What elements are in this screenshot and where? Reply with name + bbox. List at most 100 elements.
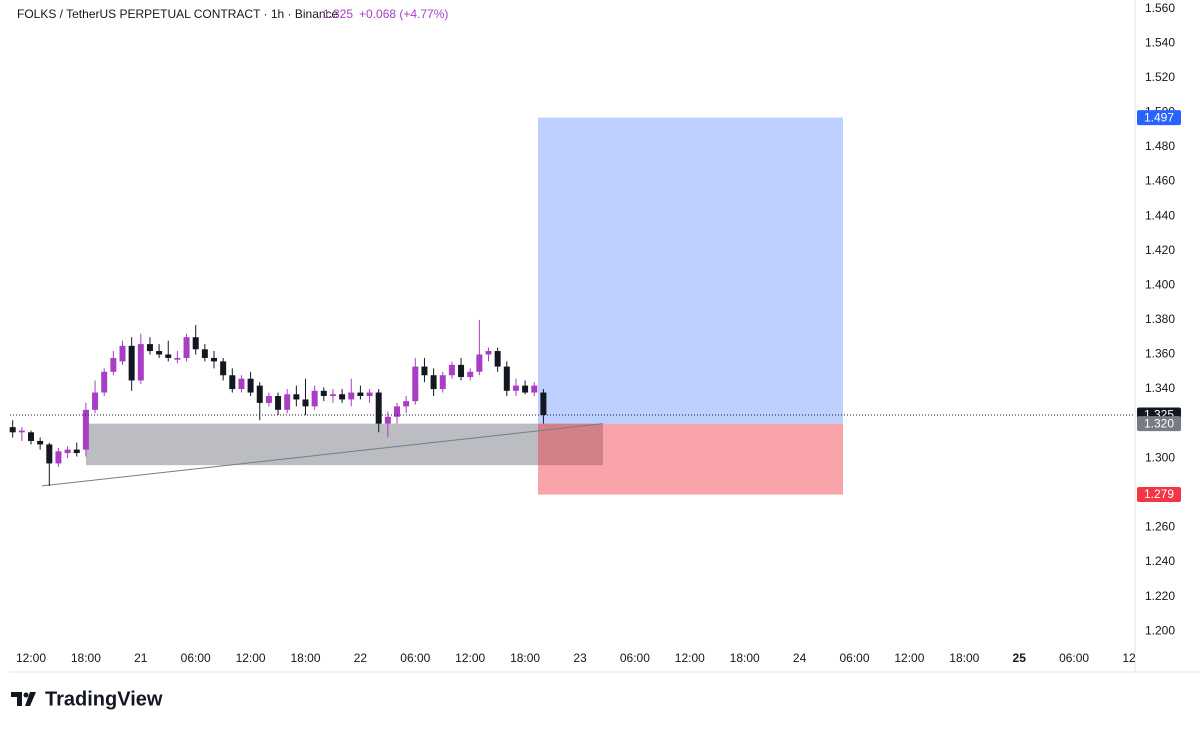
x-tick-label: 18:00 bbox=[510, 651, 540, 665]
candle-body bbox=[430, 375, 437, 390]
trendline bbox=[41, 423, 604, 487]
y-tick-label: 1.340 bbox=[1145, 381, 1175, 395]
y-tick-label: 1.540 bbox=[1145, 35, 1175, 49]
candle-body bbox=[46, 444, 53, 464]
candle-body bbox=[201, 349, 208, 358]
candle-body bbox=[119, 345, 126, 362]
candle-body bbox=[522, 385, 529, 393]
logo-icon bbox=[11, 692, 36, 706]
x-tick-label: 12:00 bbox=[16, 651, 46, 665]
x-tick-label: 06:00 bbox=[181, 651, 211, 665]
candle-body bbox=[503, 366, 510, 391]
logo-text: TradingView bbox=[45, 688, 163, 710]
zone bbox=[86, 423, 603, 466]
x-tick-label: 22 bbox=[354, 651, 368, 665]
candle-body bbox=[110, 357, 117, 372]
candle-body bbox=[421, 366, 428, 376]
candle-body bbox=[64, 449, 71, 454]
candle-body bbox=[302, 399, 309, 407]
candle-body bbox=[348, 392, 355, 400]
price-badge-label: 1.279 bbox=[1144, 487, 1174, 501]
candle-body bbox=[174, 357, 181, 360]
candle-body bbox=[329, 394, 336, 396]
price-badge-label: 1.497 bbox=[1144, 110, 1174, 124]
y-tick-label: 1.360 bbox=[1145, 347, 1175, 361]
x-tick-label: 12:00 bbox=[236, 651, 266, 665]
price-badge bbox=[1137, 110, 1181, 126]
candle-body bbox=[384, 416, 391, 424]
y-tick-label: 1.300 bbox=[1145, 450, 1175, 464]
price-change: +0.068 (+4.77%) bbox=[359, 7, 448, 21]
x-tick-label: 12:00 bbox=[675, 651, 705, 665]
y-tick-label: 1.240 bbox=[1145, 554, 1175, 568]
x-tick-label: 12:00 bbox=[455, 651, 485, 665]
candle-body bbox=[256, 385, 263, 403]
candle-body bbox=[357, 392, 364, 396]
price-badge bbox=[1137, 487, 1181, 503]
candle-body bbox=[311, 390, 318, 407]
candle-body bbox=[458, 364, 465, 377]
y-tick-label: 1.480 bbox=[1145, 139, 1175, 153]
x-tick-label: 12 bbox=[1122, 651, 1136, 665]
candle-body bbox=[165, 354, 172, 358]
last-price: 1.325 bbox=[323, 7, 353, 21]
candle-body bbox=[128, 345, 135, 381]
candle-body bbox=[73, 449, 80, 454]
stop-area bbox=[538, 423, 843, 495]
candle-body bbox=[439, 375, 446, 390]
candle-body bbox=[375, 392, 382, 424]
x-tick-label: 18:00 bbox=[290, 651, 320, 665]
price-badge-label: 1.320 bbox=[1144, 416, 1174, 430]
candle-body bbox=[229, 375, 236, 390]
x-tick-label: 18:00 bbox=[730, 651, 760, 665]
candle-body bbox=[183, 337, 190, 358]
candle-body bbox=[485, 351, 492, 355]
candle-body bbox=[467, 371, 474, 377]
x-tick-label: 06:00 bbox=[1059, 651, 1089, 665]
x-tick-label: 23 bbox=[573, 651, 587, 665]
candle-body bbox=[9, 427, 16, 433]
y-tick-label: 1.560 bbox=[1145, 1, 1175, 15]
candle-body bbox=[211, 357, 217, 362]
candle-body bbox=[293, 394, 300, 400]
y-tick-label: 1.440 bbox=[1145, 208, 1175, 222]
candle-body bbox=[156, 351, 163, 355]
y-tick-label: 1.400 bbox=[1145, 277, 1175, 291]
candle-body bbox=[146, 344, 153, 352]
candle-body bbox=[284, 394, 291, 410]
candle-body bbox=[320, 390, 327, 396]
candle-body bbox=[366, 392, 373, 396]
candle-body bbox=[18, 430, 25, 433]
candle-body bbox=[28, 432, 34, 441]
y-tick-label: 1.520 bbox=[1145, 70, 1175, 84]
price-badge bbox=[1137, 416, 1181, 432]
x-tick-label: 06:00 bbox=[620, 651, 650, 665]
candle-body bbox=[540, 392, 547, 416]
candle-body bbox=[394, 406, 400, 417]
candle-body bbox=[238, 378, 245, 390]
x-tick-label: 12:00 bbox=[894, 651, 924, 665]
candle-body bbox=[265, 395, 272, 403]
symbol-title: FOLKS / TetherUS PERPETUAL CONTRACT · 1h… bbox=[17, 7, 339, 21]
candle-body bbox=[55, 451, 62, 464]
candle-body bbox=[494, 351, 501, 367]
candle-body bbox=[101, 371, 108, 393]
y-tick-label: 1.260 bbox=[1145, 520, 1175, 534]
candle-body bbox=[448, 364, 455, 376]
y-tick-label: 1.420 bbox=[1145, 243, 1175, 257]
x-tick-label: 21 bbox=[134, 651, 148, 665]
x-tick-label: 25 bbox=[1013, 651, 1027, 665]
x-tick-label: 18:00 bbox=[71, 651, 101, 665]
candle-body bbox=[476, 354, 483, 372]
target-area bbox=[538, 117, 843, 424]
candle-body bbox=[531, 385, 538, 393]
x-tick-label: 06:00 bbox=[400, 651, 430, 665]
candle-body bbox=[37, 440, 44, 445]
candle-body bbox=[82, 409, 89, 450]
candle-body bbox=[247, 378, 254, 393]
candle-body bbox=[339, 394, 346, 400]
candle-body bbox=[137, 344, 144, 381]
y-tick-label: 1.380 bbox=[1145, 312, 1175, 326]
